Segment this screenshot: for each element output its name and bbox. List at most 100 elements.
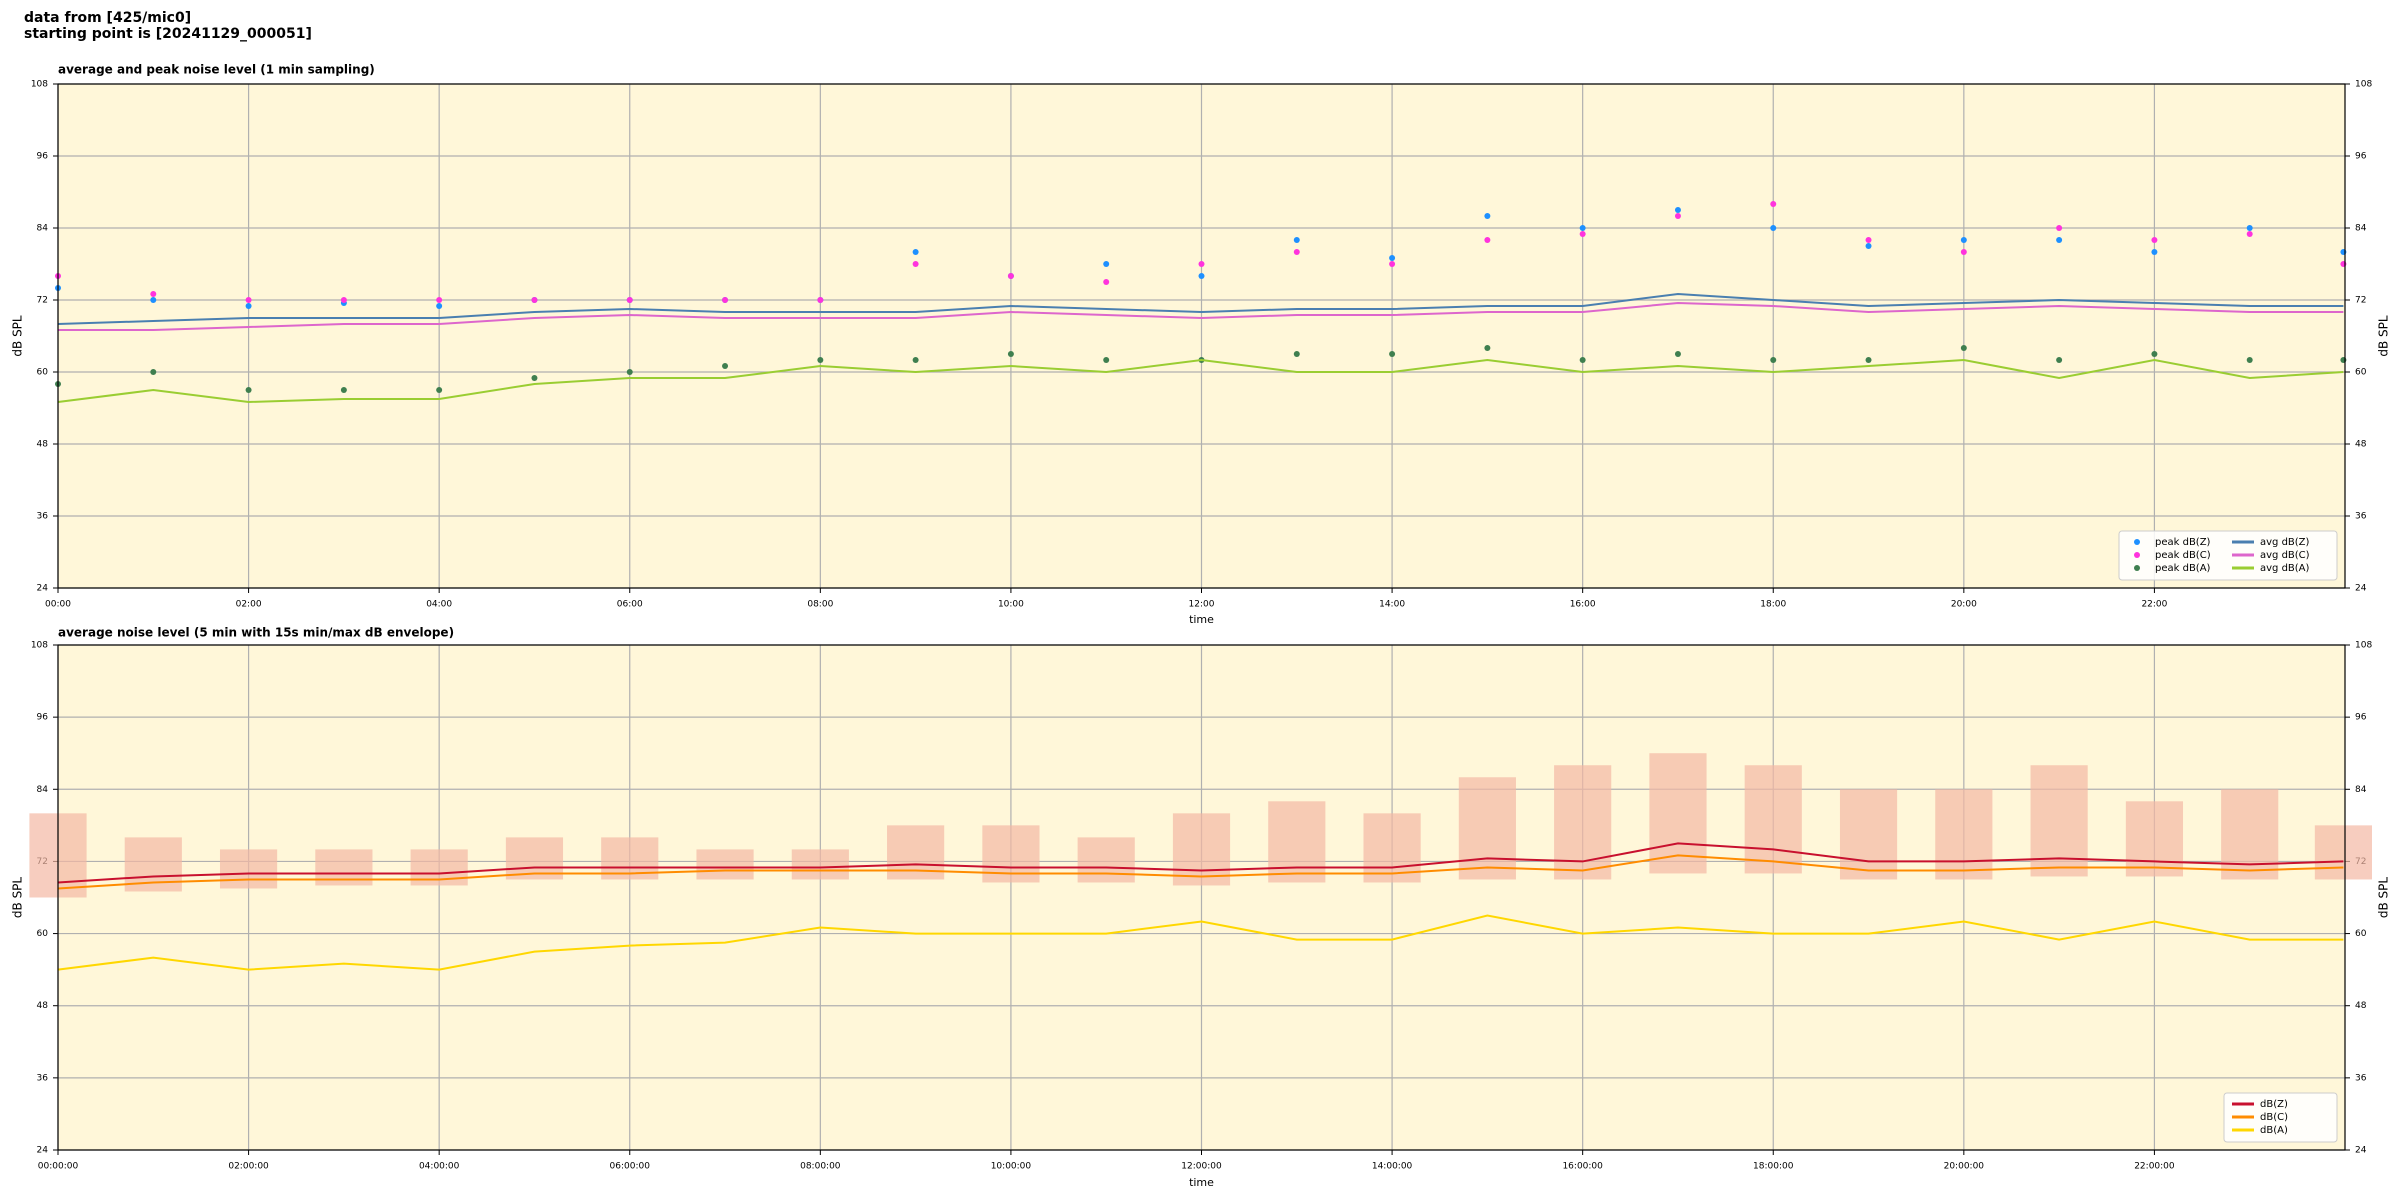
x-tick-label: 14:00:00 xyxy=(1372,1162,1413,1172)
peak-point xyxy=(2246,225,2253,231)
peak-point xyxy=(1293,351,1300,357)
x-tick-label: 02:00 xyxy=(236,600,262,610)
peak-point xyxy=(1293,249,1300,255)
peak-point xyxy=(245,303,252,309)
x-tick-label: 08:00:00 xyxy=(800,1162,841,1172)
y-tick-label: 48 xyxy=(37,1001,49,1011)
y2-axis-label: dB SPL xyxy=(2377,877,2391,919)
peak-point xyxy=(817,297,824,303)
peak-point xyxy=(1103,357,1110,363)
peak-point xyxy=(1770,225,1777,231)
peak-point xyxy=(1865,237,1872,243)
peak-point xyxy=(1579,231,1586,237)
envelope-band xyxy=(219,849,278,889)
peak-point xyxy=(1293,237,1300,243)
envelope-band xyxy=(1458,777,1516,880)
y-tick-label: 36 xyxy=(37,1073,49,1083)
peak-point xyxy=(2151,249,2158,255)
series-line xyxy=(57,292,2344,325)
peak-point xyxy=(2056,357,2063,363)
envelope-band xyxy=(1363,813,1421,883)
peak-point xyxy=(722,363,729,369)
chart-title: average and peak noise level (1 min samp… xyxy=(58,63,375,77)
x-tick-label: 18:00 xyxy=(1760,600,1786,610)
y2-tick-label: 36 xyxy=(2355,1073,2367,1083)
y-tick-label: 24 xyxy=(37,584,49,594)
peak-point xyxy=(1865,357,1872,363)
x-tick-label: 22:00:00 xyxy=(2134,1162,2175,1172)
legend-label: dB(A) xyxy=(2260,1125,2288,1136)
x-tick-label: 16:00:00 xyxy=(1562,1162,1603,1172)
peak-point xyxy=(912,357,919,363)
legend-marker xyxy=(2134,552,2140,558)
header-line: data from [425/mic0] xyxy=(24,10,191,26)
peak-point xyxy=(2246,357,2253,363)
x-tick-label: 00:00 xyxy=(45,600,71,610)
y-tick-label: 60 xyxy=(37,368,49,378)
peak-point xyxy=(2151,237,2158,243)
x-axis-label: time xyxy=(1189,613,1214,626)
y-tick-label: 60 xyxy=(37,929,49,939)
envelope-band xyxy=(1268,801,1326,883)
legend-label: avg dB(A) xyxy=(2260,563,2310,574)
y-axis-label: dB SPL xyxy=(11,877,25,919)
peak-point xyxy=(1484,345,1491,351)
y2-tick-label: 108 xyxy=(2355,641,2372,651)
x-axis-label: time xyxy=(1189,1176,1214,1189)
series-line xyxy=(57,854,2344,890)
legend-box xyxy=(2118,530,2338,581)
y2-tick-label: 60 xyxy=(2355,929,2367,939)
peak-point xyxy=(1007,351,1014,357)
x-tick-label: 02:00:00 xyxy=(228,1162,269,1172)
plot-frame xyxy=(57,83,2346,589)
peak-point xyxy=(2246,231,2253,237)
y2-tick-label: 60 xyxy=(2355,368,2367,378)
peak-point xyxy=(1389,261,1396,267)
x-tick-label: 06:00 xyxy=(617,600,643,610)
y2-tick-label: 84 xyxy=(2355,785,2367,795)
peak-point xyxy=(626,297,633,303)
y2-tick-label: 72 xyxy=(2355,296,2366,306)
series-line xyxy=(57,358,2344,404)
peak-point xyxy=(1103,279,1110,285)
peak-point xyxy=(1484,213,1491,219)
y2-tick-label: 48 xyxy=(2355,440,2367,450)
legend-label: dB(C) xyxy=(2260,1112,2288,1123)
y2-tick-label: 24 xyxy=(2355,1146,2367,1156)
x-tick-label: 04:00:00 xyxy=(419,1162,460,1172)
y2-tick-label: 108 xyxy=(2355,80,2372,90)
peak-point xyxy=(531,297,538,303)
x-tick-label: 12:00 xyxy=(1189,600,1215,610)
peak-point xyxy=(1198,273,1205,279)
y2-tick-label: 48 xyxy=(2355,1001,2367,1011)
x-tick-label: 08:00 xyxy=(807,600,833,610)
x-tick-label: 10:00 xyxy=(998,600,1024,610)
y-tick-label: 84 xyxy=(37,785,49,795)
x-tick-label: 06:00:00 xyxy=(610,1162,651,1172)
legend-label: avg dB(Z) xyxy=(2260,537,2310,548)
peak-point xyxy=(1007,273,1014,279)
envelope-band xyxy=(696,849,754,880)
x-tick-label: 12:00:00 xyxy=(1181,1162,1222,1172)
y-tick-label: 108 xyxy=(31,641,48,651)
peak-point xyxy=(722,297,729,303)
peak-point xyxy=(626,369,633,375)
y2-tick-label: 84 xyxy=(2355,224,2367,234)
y-axis-label: dB SPL xyxy=(11,315,25,357)
peak-point xyxy=(1389,351,1396,357)
envelope-band xyxy=(2221,789,2279,880)
series-line xyxy=(57,842,2344,884)
y-tick-label: 72 xyxy=(37,296,48,306)
peak-point xyxy=(150,369,157,375)
peak-point xyxy=(1579,225,1586,231)
peak-point xyxy=(436,297,443,303)
legend-label: peak dB(C) xyxy=(2155,550,2211,561)
peak-point xyxy=(1484,237,1491,243)
peak-point xyxy=(1389,255,1396,261)
peak-point xyxy=(245,387,252,393)
legend-label: peak dB(Z) xyxy=(2155,537,2211,548)
x-tick-label: 20:00 xyxy=(1951,600,1977,610)
peak-point xyxy=(340,387,347,393)
y-tick-label: 24 xyxy=(37,1146,49,1156)
